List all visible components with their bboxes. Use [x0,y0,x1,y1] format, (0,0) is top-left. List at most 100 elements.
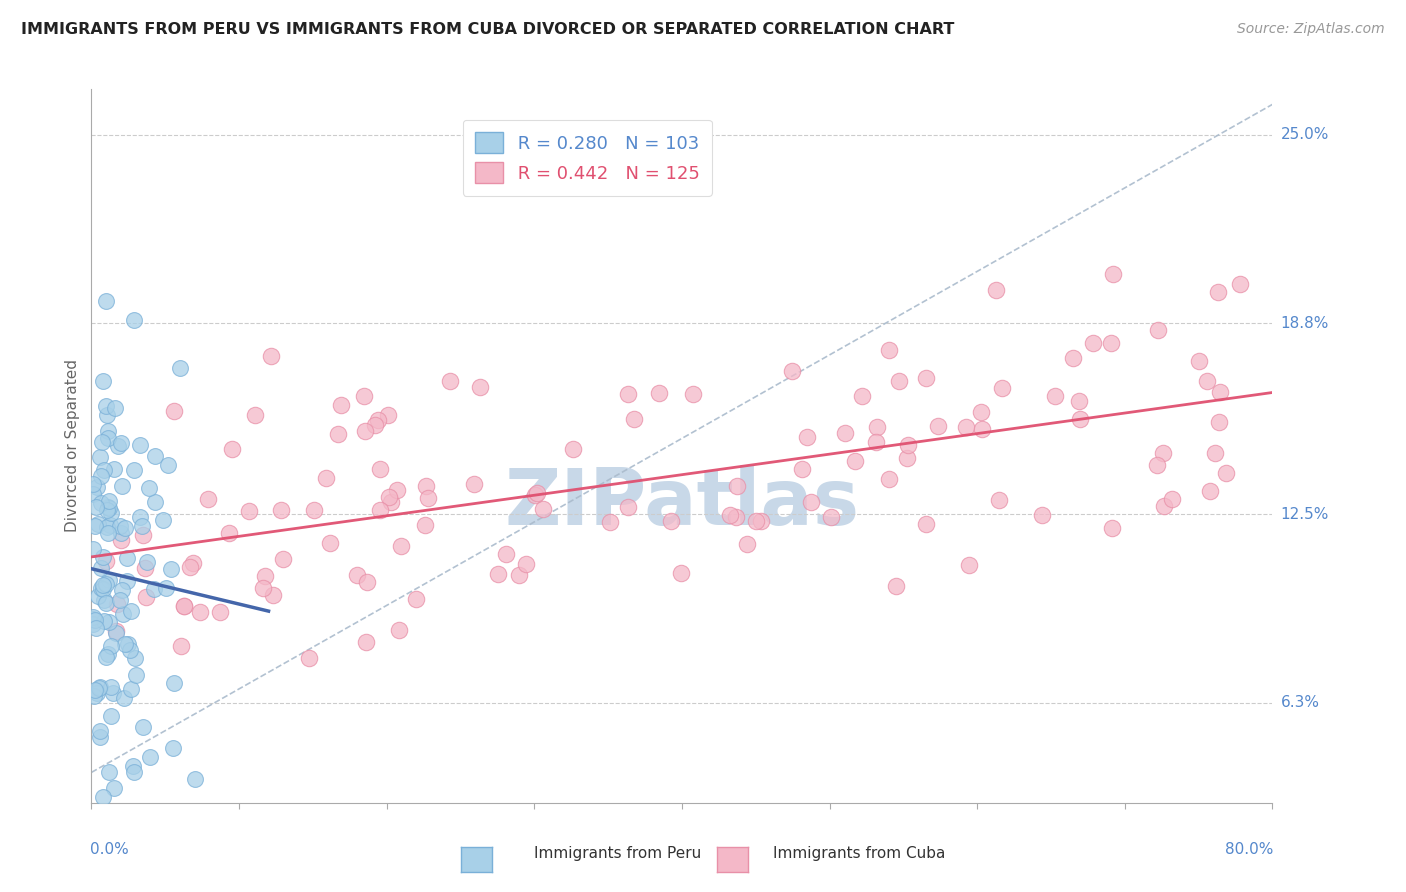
Point [780,364,803,378]
Point [744,514,766,528]
Text: 25.0%: 25.0% [1281,128,1329,142]
Point [270,503,292,517]
Point [1195,374,1218,388]
Point [170,639,193,653]
Point [143,495,166,509]
Text: ZIPatlas: ZIPatlas [505,465,859,541]
Point [1208,415,1230,429]
Point [100,507,122,521]
Point [1215,466,1237,480]
Point [98,615,121,629]
Point [108,518,131,533]
Point [84,518,107,533]
Point [388,623,411,637]
Point [89,730,111,744]
Point [792,462,814,476]
Point [100,709,122,723]
Point [990,380,1012,394]
Point [112,607,135,621]
Point [173,599,195,614]
Point [110,478,132,492]
Point [524,488,547,502]
Point [100,639,122,653]
Point [90,468,112,483]
Point [796,430,818,444]
Text: 0.0%: 0.0% [90,842,129,857]
Point [884,579,907,593]
Point [1101,521,1123,535]
Point [121,759,143,773]
Point [84,622,107,636]
Point [1152,446,1174,460]
Point [669,566,692,581]
Point [659,514,682,528]
Point [378,490,401,504]
Point [387,483,409,497]
Point [104,626,127,640]
Point [970,405,993,419]
Point [82,476,104,491]
Point [103,462,125,476]
Point [356,634,378,648]
Point [117,551,139,566]
Point [183,772,207,786]
Point [617,387,640,401]
Point [735,537,758,551]
Point [104,401,127,415]
Point [160,562,183,576]
Point [415,479,437,493]
Point [328,427,350,442]
Point [243,408,266,422]
Text: IMMIGRANTS FROM PERU VS IMMIGRANTS FROM CUBA DIVORCED OR SEPARATED CORRELATION C: IMMIGRANTS FROM PERU VS IMMIGRANTS FROM … [21,22,955,37]
Point [262,588,284,602]
Point [97,431,120,445]
Point [96,503,118,517]
Point [89,450,111,464]
Point [135,590,157,604]
Point [367,413,389,427]
Point [94,596,117,610]
Point [89,723,111,738]
Point [984,283,1007,297]
Point [957,558,980,572]
Point [682,387,704,401]
Point [526,486,548,500]
Point [727,479,749,493]
Point [1062,351,1084,365]
Point [877,472,900,486]
Point [416,491,439,506]
Point [197,492,219,507]
Point [87,516,110,531]
Point [143,582,166,597]
Point [110,525,132,540]
Point [105,624,128,639]
Point [93,592,115,607]
Point [1099,335,1122,350]
Point [1146,458,1168,472]
Point [162,403,184,417]
Point [94,650,117,665]
Point [91,577,114,591]
Point [865,435,887,450]
Point [120,643,142,657]
Point [98,765,121,780]
Point [718,508,741,522]
Point [117,574,139,588]
Point [110,533,132,547]
Point [1209,385,1232,400]
Point [122,765,145,780]
Point [820,510,842,524]
Point [122,313,145,327]
Text: Immigrants from Peru: Immigrants from Peru [534,847,702,861]
Point [648,386,671,401]
Point [93,463,115,477]
Point [114,521,136,535]
Point [91,582,114,597]
Point [927,419,949,434]
Point [91,789,114,804]
Point [82,487,104,501]
Point [468,380,491,394]
Point [169,361,191,376]
Point [896,450,918,465]
Point [1161,491,1184,506]
